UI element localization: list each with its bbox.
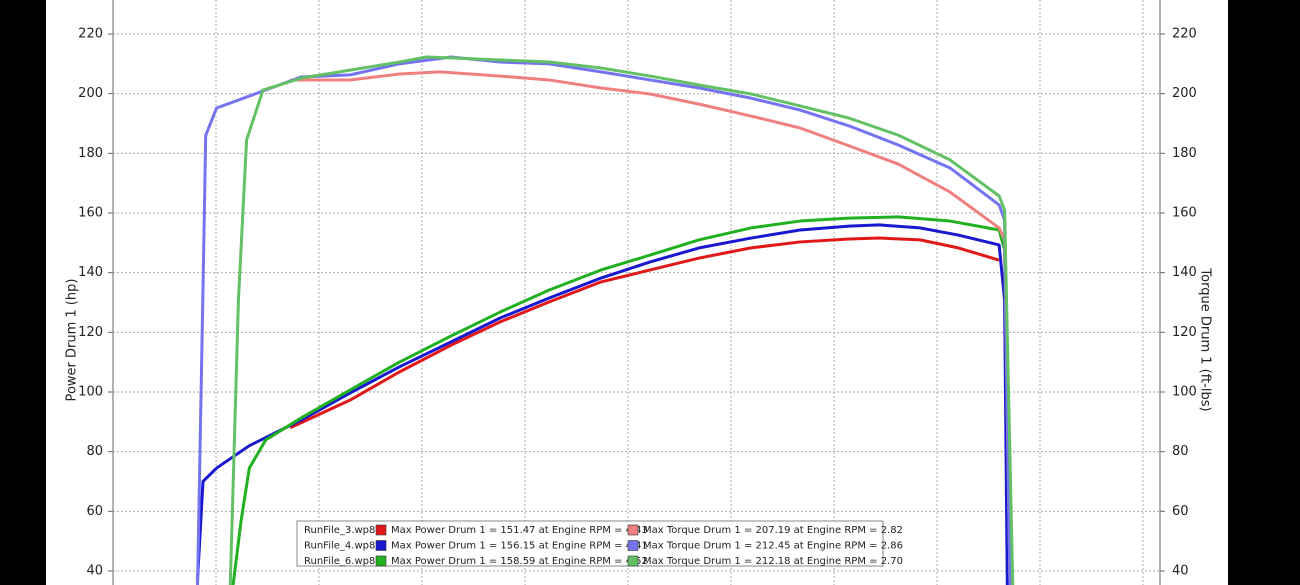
legend-label: Max Power Drum 1 = 151.47 at Engine RPM … <box>391 525 648 536</box>
legend-swatch <box>627 540 639 551</box>
y2-tick-label: 140 <box>1172 265 1197 280</box>
legend-file: RunFile_6.wp8 <box>304 556 375 567</box>
legend-label: Max Torque Drum 1 = 212.45 at Engine RPM… <box>643 541 903 552</box>
legend-file: RunFile_4.wp8 <box>304 541 375 552</box>
legend-swatch <box>627 555 639 567</box>
series-line <box>196 55 1012 585</box>
y-tick-label: 40 <box>86 563 103 578</box>
y2-tick-label: 160 <box>1172 205 1197 220</box>
y2-tick-label: 180 <box>1172 146 1197 161</box>
y-tick-label: 100 <box>78 384 103 399</box>
y-tick-label: 80 <box>86 444 103 459</box>
legend-label: Max Torque Drum 1 = 212.18 at Engine RPM… <box>643 556 903 567</box>
legend-swatch <box>375 555 387 567</box>
series-line <box>228 55 1015 585</box>
legend-swatch <box>375 540 387 551</box>
legend-box <box>296 520 884 567</box>
y-tick-label: 180 <box>78 146 103 161</box>
y-tick-label: 60 <box>86 504 103 519</box>
legend-label: Max Power Drum 1 = 156.15 at Engine RPM … <box>391 541 648 552</box>
legend-label: Max Torque Drum 1 = 207.19 at Engine RPM… <box>643 525 903 536</box>
legend: RunFile_3.wp8 Max Power Drum 1 = 151.47 a… <box>296 520 903 567</box>
vertical-grid <box>215 0 1144 585</box>
y-tick-label: 200 <box>78 86 103 101</box>
series-line <box>290 70 1012 585</box>
y2-tick-label: 40 <box>1172 563 1189 578</box>
y2-tick-label: 60 <box>1172 504 1189 519</box>
legend-swatch <box>627 524 639 536</box>
y-axis-title: Power Drum 1 (hp) <box>65 279 80 402</box>
y2-tick-label: 120 <box>1172 325 1197 340</box>
y2-tick-label: 80 <box>1172 444 1189 459</box>
y-tick-label: 220 <box>78 27 103 42</box>
y-tick-label: 140 <box>78 265 103 280</box>
legend-label: Max Power Drum 1 = 158.59 at Engine RPM … <box>391 556 648 567</box>
series-line <box>231 215 1012 585</box>
y2-tick-label: 100 <box>1172 384 1197 399</box>
y-tick-label: 120 <box>78 325 103 340</box>
y2-tick-label: 220 <box>1172 27 1197 42</box>
y2-tick-label: 200 <box>1172 86 1197 101</box>
y2-axis-title: Torque Drum 1 (ft-lbs) <box>1198 267 1213 411</box>
panel <box>46 0 1228 585</box>
y-tick-label: 160 <box>78 205 103 220</box>
legend-file: RunFile_3.wp8 <box>304 525 375 536</box>
legend-swatch <box>375 524 387 536</box>
series-line <box>289 236 1000 430</box>
